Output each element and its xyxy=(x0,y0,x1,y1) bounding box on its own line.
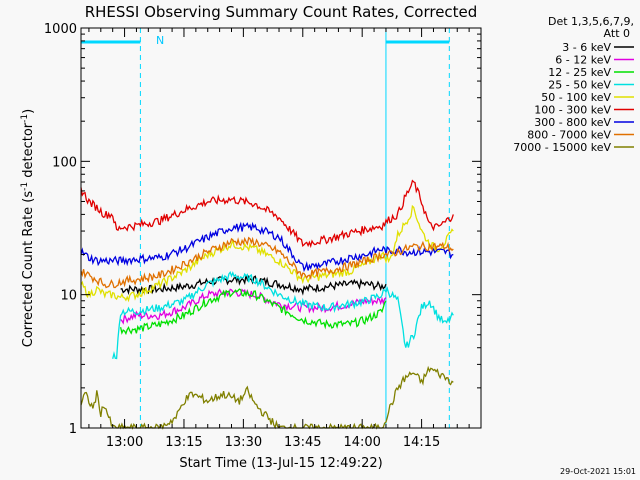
legend-label-7: 800 - 7000 keV xyxy=(527,129,611,142)
timestamp: 29-Oct-2021 15:01 xyxy=(560,467,636,476)
series-line-1 xyxy=(120,288,387,325)
legend-label-6: 300 - 800 keV xyxy=(534,116,611,129)
y-tick-label-0: 1 xyxy=(69,422,77,437)
legend-label-5: 100 - 300 keV xyxy=(534,104,611,117)
x-axis: 13:00 13:15 13:30 13:45 14:00 14:15 xyxy=(88,28,470,450)
x-tick-label-3: 13:45 xyxy=(284,435,321,450)
y-tick-label-2: 100 xyxy=(52,155,77,170)
y-axis: 1 10 100 1000 xyxy=(44,22,481,437)
series-line-2 xyxy=(119,288,387,336)
y-axis-label-mid: detector xyxy=(21,122,36,182)
y-tick-label-3: 1000 xyxy=(44,22,77,37)
night-bands xyxy=(81,28,450,428)
series-line-6 xyxy=(80,221,454,273)
legend-header-line2: Att 0 xyxy=(604,27,630,40)
series-line-4 xyxy=(80,204,454,303)
y-axis-label-sup1: -1 xyxy=(20,182,30,191)
x-tick-label-1: 13:15 xyxy=(165,435,202,450)
legend-label-3: 25 - 50 keV xyxy=(548,79,611,92)
y-axis-label-sup2: -1 xyxy=(20,114,30,123)
x-tick-label-0: 13:00 xyxy=(106,435,143,450)
series-layer xyxy=(80,179,454,430)
x-axis-label: Start Time (13-Jul-15 12:49:22) xyxy=(179,456,382,471)
series-line-3 xyxy=(112,270,454,360)
chart-title: RHESSI Observing Summary Count Rates, Co… xyxy=(85,3,478,21)
legend-label-8: 7000 - 15000 keV xyxy=(513,141,611,154)
legend-label-1: 6 - 12 keV xyxy=(555,54,611,67)
x-tick-label-4: 14:00 xyxy=(343,435,380,450)
x-tick-label-5: 14:15 xyxy=(403,435,440,450)
y-axis-label-end: ) xyxy=(21,109,36,114)
legend-label-2: 12 - 25 keV xyxy=(548,66,611,79)
plot-frame xyxy=(80,27,482,429)
saa-label: N xyxy=(156,34,164,47)
series-line-8 xyxy=(80,365,454,430)
legend-label-4: 50 - 100 keV xyxy=(541,91,611,104)
y-axis-label-main: Corrected Count Rate (s xyxy=(21,191,36,348)
x-tick-label-2: 13:30 xyxy=(225,435,262,450)
series-line-0 xyxy=(120,275,387,296)
series-line-5 xyxy=(80,179,454,249)
y-tick-label-1: 10 xyxy=(60,289,77,304)
legend-header-line1: Det 1,3,5,6,7,9, xyxy=(548,15,634,28)
legend-label-0: 3 - 6 keV xyxy=(562,41,611,54)
y-axis-label: Corrected Count Rate (s-1 detector-1) xyxy=(20,109,36,347)
series-line-7 xyxy=(80,236,454,289)
